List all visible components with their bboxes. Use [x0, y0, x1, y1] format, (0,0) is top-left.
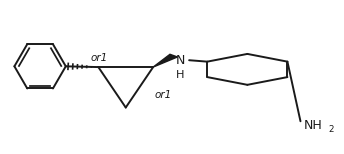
Text: NH: NH: [304, 119, 323, 132]
Text: H: H: [176, 71, 185, 81]
Polygon shape: [153, 54, 178, 67]
Text: 2: 2: [329, 125, 334, 134]
Text: or1: or1: [90, 53, 108, 63]
Text: or1: or1: [154, 90, 171, 100]
Text: N: N: [176, 54, 185, 67]
